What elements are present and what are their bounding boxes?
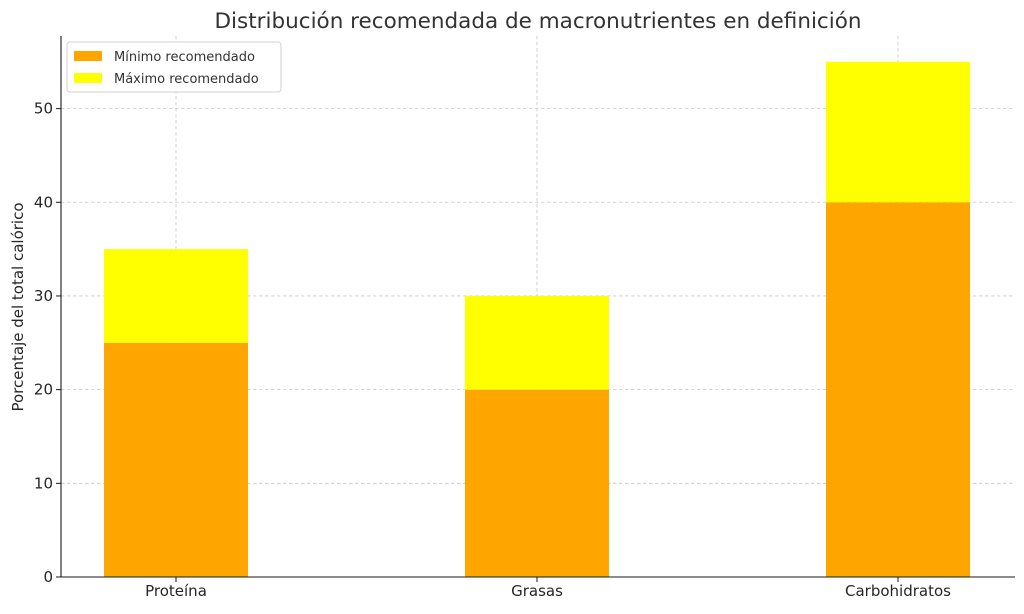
legend-box — [66, 41, 282, 93]
axes: 0 10 20 30 40 50 Proteína Grasas Carbohidratos — [34, 36, 1015, 600]
bars — [104, 61, 970, 578]
bar-minimo-0 — [104, 342, 248, 577]
y-tick-label: 30 — [34, 287, 53, 305]
bar-maximo-0 — [104, 249, 248, 343]
legend-swatch-0 — [74, 51, 102, 61]
y-tick-label: 20 — [34, 381, 53, 399]
bar-maximo-2 — [826, 61, 970, 203]
legend-swatch-1 — [74, 73, 102, 83]
legend: Mínimo recomendado Máximo recomendado — [66, 41, 282, 93]
y-axis-label: Porcentaje del total calórico — [9, 202, 27, 411]
x-tick-label: Carbohidratos — [845, 582, 951, 600]
y-tick-label: 40 — [34, 193, 53, 211]
y-tick-label: 10 — [34, 474, 53, 492]
y-tick-label: 50 — [34, 100, 53, 118]
y-tick-label: 0 — [43, 568, 53, 586]
legend-label-0: Mínimo recomendado — [114, 50, 255, 65]
bar-maximo-1 — [465, 295, 609, 390]
legend-label-1: Máximo recomendado — [114, 72, 259, 87]
chart-title: Distribución recomendada de macronutrien… — [215, 9, 862, 34]
bar-minimo-1 — [465, 389, 609, 577]
bar-minimo-2 — [826, 202, 970, 578]
x-tick-label: Proteína — [145, 582, 207, 600]
x-tick-label: Grasas — [511, 582, 563, 600]
